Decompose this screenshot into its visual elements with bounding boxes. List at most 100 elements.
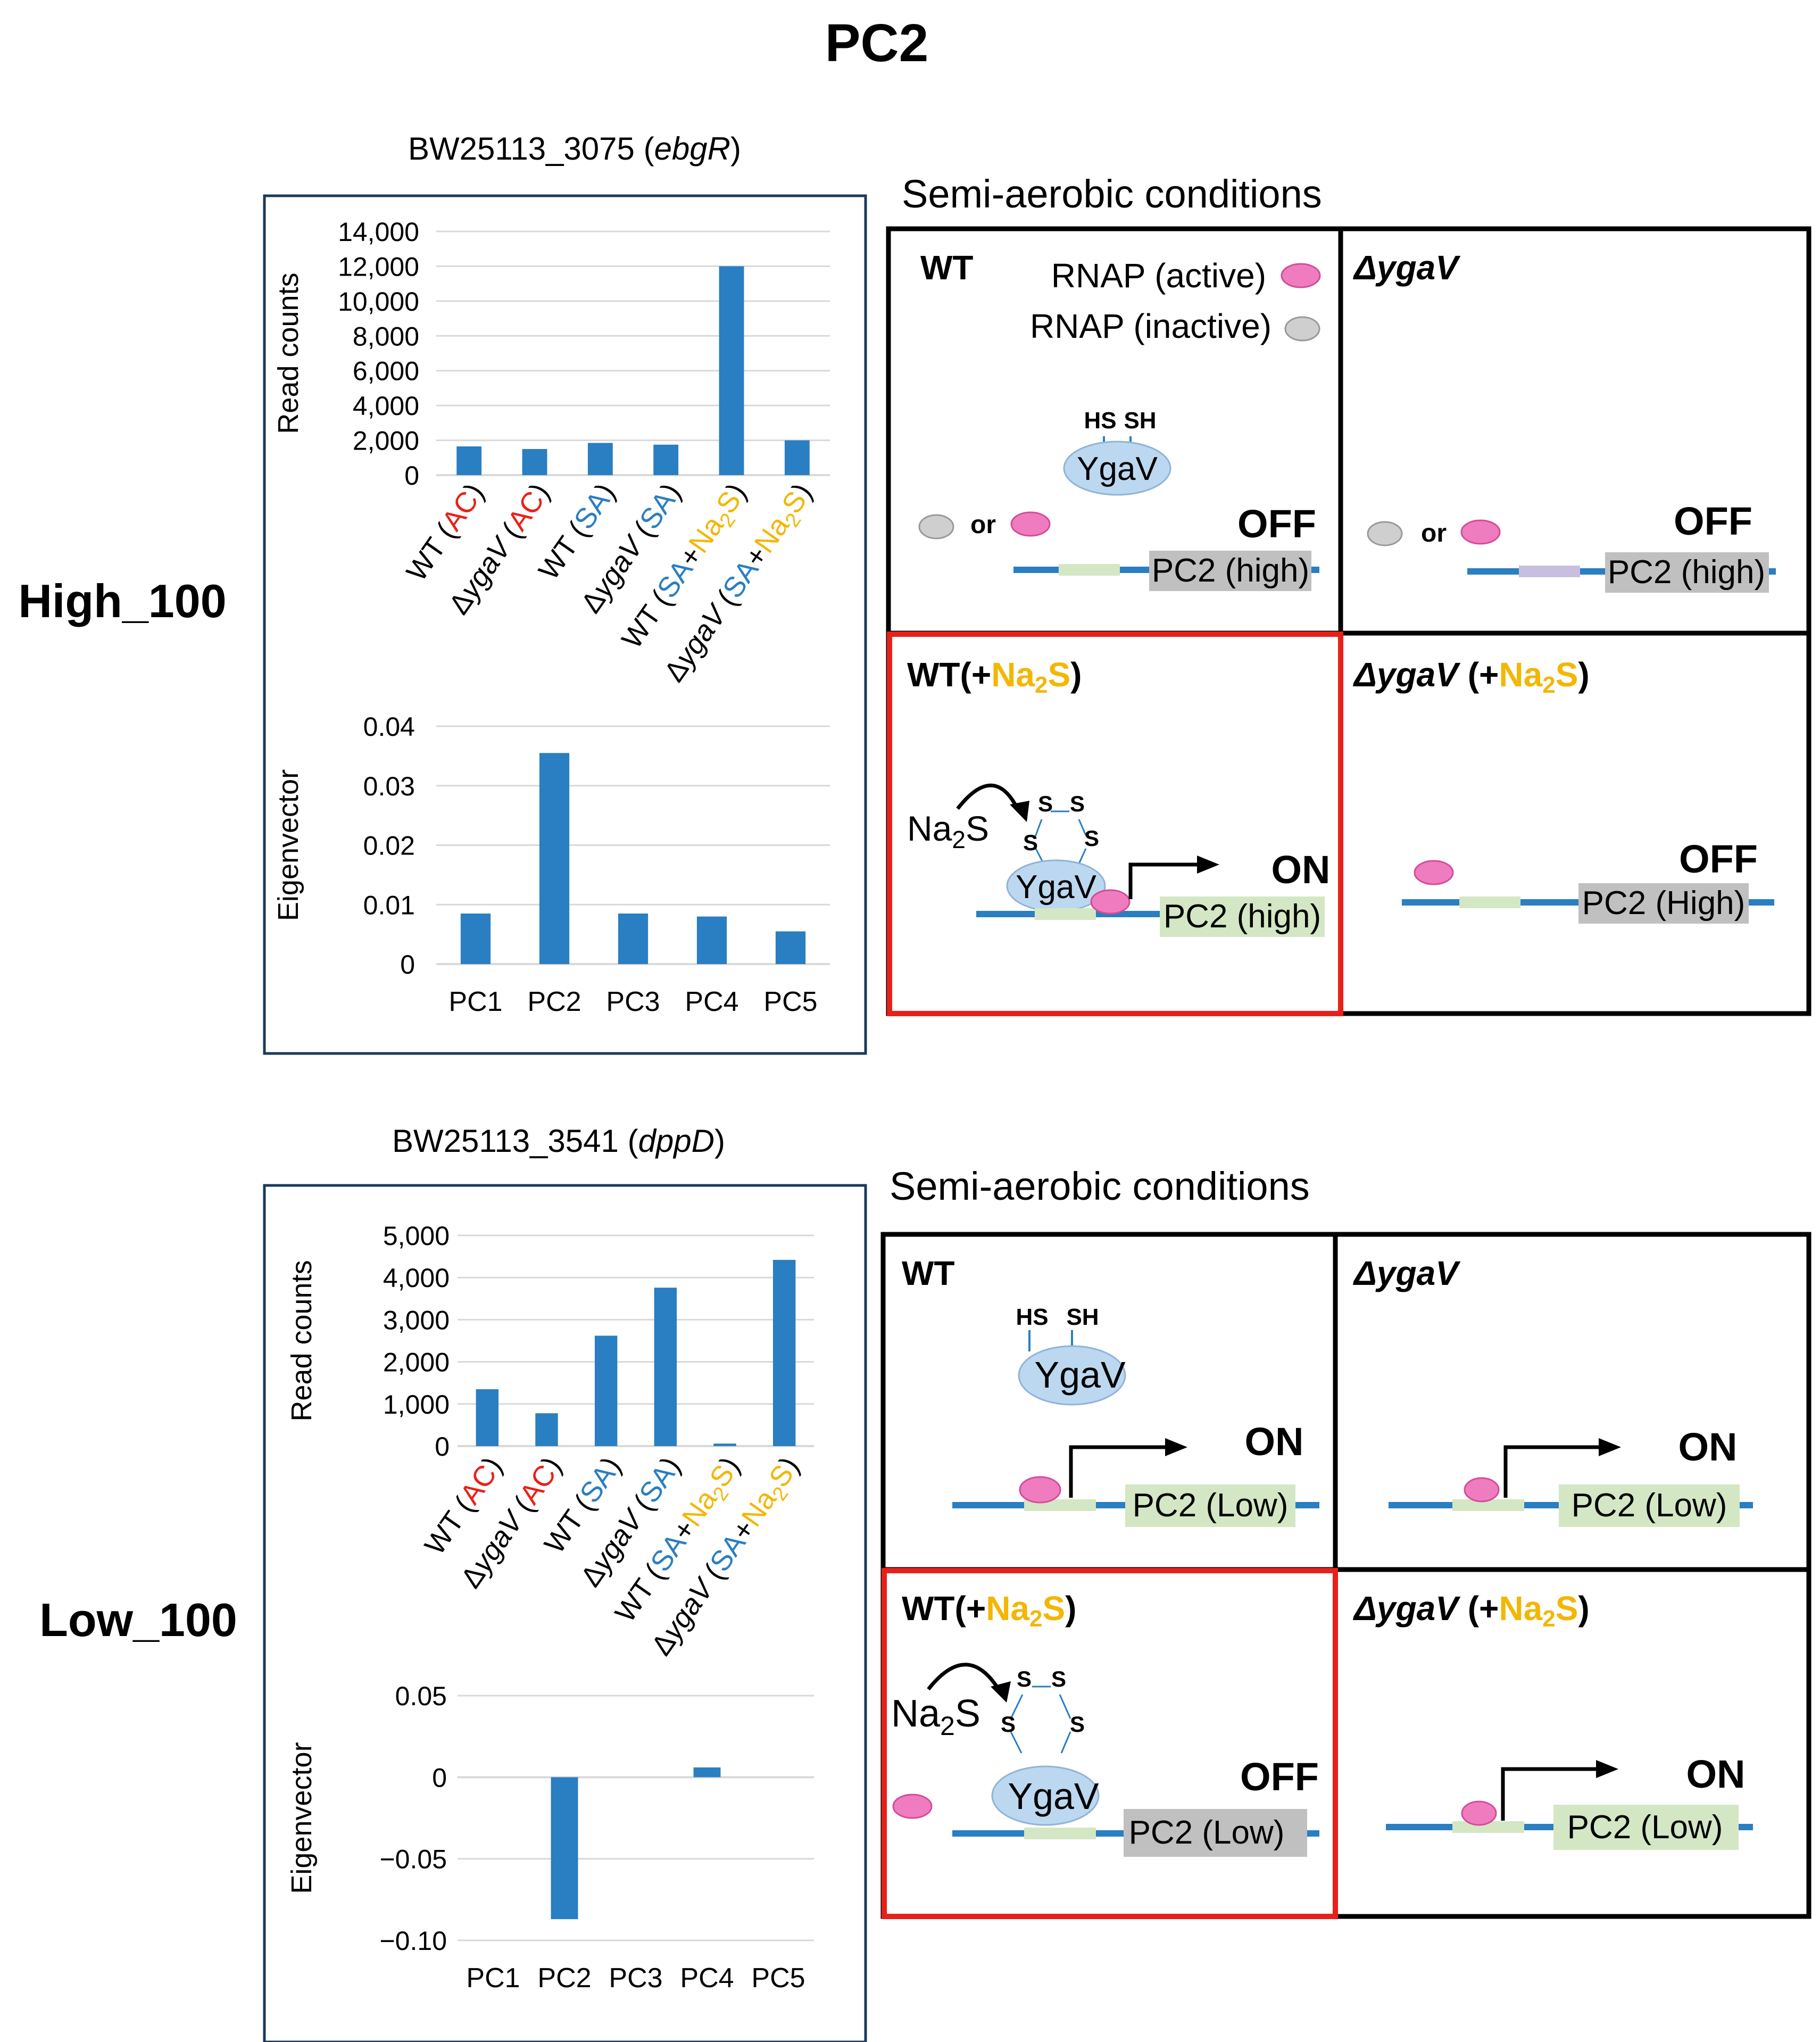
reagent-sulfur: S bbox=[1556, 1589, 1578, 1628]
y-tick-label: 0.02 bbox=[363, 831, 415, 861]
x-tick-label: PC3 bbox=[609, 1963, 662, 1994]
promoter-box bbox=[1024, 1828, 1096, 1839]
x-tick-label: PC1 bbox=[466, 1963, 520, 1994]
promoter-box bbox=[1452, 1499, 1524, 1511]
gene-box bbox=[1149, 551, 1311, 591]
thiol-sh: SH bbox=[1066, 1304, 1099, 1330]
gene-label: PC2 (Low) bbox=[1572, 1487, 1727, 1524]
gene-title-suffix: ) bbox=[730, 131, 741, 167]
gene-box bbox=[1124, 1809, 1307, 1857]
title-prefix: ΔygaV bbox=[1353, 655, 1461, 694]
na2s-sulfur: S bbox=[966, 809, 989, 848]
gene-box bbox=[1578, 883, 1749, 924]
ygav-icon bbox=[1063, 441, 1171, 496]
gene-label: PC2 (Low) bbox=[1567, 1809, 1723, 1846]
rnap-active-icon bbox=[1461, 1800, 1497, 1826]
state-label: ON bbox=[1271, 848, 1331, 892]
ygav-label: YgaV bbox=[1034, 1354, 1126, 1396]
gene-label: PC2 (high) bbox=[1608, 554, 1765, 591]
ygav-group-wt-low: HS SH YgaV bbox=[1016, 1304, 1126, 1406]
y-tick-label: 0 bbox=[435, 1432, 450, 1462]
reagent-subscript: 2 bbox=[1542, 1606, 1555, 1632]
ygav-icon bbox=[1018, 1345, 1126, 1406]
reagent-sulfur: S bbox=[1556, 655, 1578, 694]
bar bbox=[594, 1335, 618, 1446]
ygav-label: YgaV bbox=[1016, 869, 1096, 906]
y-tick-label: 6,000 bbox=[353, 356, 419, 386]
y-axis-label: Read counts bbox=[286, 1260, 318, 1421]
ygav-label: YgaV bbox=[1008, 1775, 1099, 1817]
curved-arrow bbox=[956, 783, 1021, 812]
y-tick-label: 4,000 bbox=[383, 1263, 450, 1293]
reagent-subscript: 2 bbox=[1029, 1606, 1042, 1632]
quadrant-title-dygav: ΔygaV bbox=[1353, 1254, 1461, 1292]
transcription-arrow-head bbox=[1165, 1438, 1187, 1456]
title-prefix: WT(+ bbox=[902, 1589, 986, 1628]
na2s-reagent: Na2S bbox=[907, 809, 989, 853]
gene-label: PC2 (high) bbox=[1164, 898, 1321, 935]
title-mid: (+ bbox=[1458, 1589, 1499, 1628]
x-tick-label: PC1 bbox=[448, 986, 502, 1017]
highlight-box bbox=[887, 632, 1343, 1016]
bar bbox=[654, 1288, 677, 1446]
gene-label: PC2 (High) bbox=[1582, 885, 1746, 922]
state-label: OFF bbox=[1679, 837, 1758, 881]
transcription-arrow bbox=[1501, 1767, 1599, 1821]
disulfide-ring bbox=[1010, 1686, 1071, 1754]
title-suffix: ) bbox=[1070, 655, 1082, 694]
state-label: OFF bbox=[1240, 1755, 1319, 1799]
bar bbox=[719, 266, 744, 475]
bar bbox=[551, 1777, 578, 1920]
sulfur-atom: S bbox=[1017, 1666, 1032, 1691]
na2s-sulfur: S bbox=[955, 1692, 980, 1735]
y-tick-label: 2,000 bbox=[383, 1348, 450, 1377]
gene-title-suffix: ) bbox=[714, 1123, 725, 1159]
transcription-arrow-head bbox=[1197, 856, 1219, 874]
y-tick-label: 0.01 bbox=[363, 890, 415, 920]
gene-title-prefix: BW25113_3075 ( bbox=[408, 131, 654, 167]
semi-aerobic-heading-high: Semi-aerobic conditions bbox=[902, 172, 1322, 216]
or-label: or bbox=[970, 511, 996, 539]
figure-title: PC2 bbox=[825, 13, 929, 73]
title-suffix: ) bbox=[1065, 1589, 1076, 1628]
gene-box bbox=[1559, 1484, 1740, 1527]
eigenvector-chart-high: 0 0.01 0.02 0.03 0.04 Eigenvector PC1 PC2 PC3 PC4… bbox=[272, 712, 830, 1017]
sulfur-atom: S bbox=[1038, 791, 1053, 816]
state-label: ON bbox=[1245, 1420, 1304, 1464]
row-label-low: Low_100 bbox=[39, 1593, 237, 1646]
y-tick-label: 0.04 bbox=[363, 712, 415, 742]
rnap-inactive-icon bbox=[1284, 316, 1320, 342]
y-tick-label: 8,000 bbox=[353, 321, 419, 351]
gene-title-gene: ebgR bbox=[654, 131, 730, 167]
gene-label: PC2 (Low) bbox=[1129, 1814, 1285, 1851]
sulfur-atom: S bbox=[1070, 791, 1085, 816]
bar bbox=[456, 446, 482, 475]
legend-rnap-active: RNAP (active) bbox=[1051, 256, 1266, 295]
bar bbox=[587, 443, 613, 475]
gene-title-high: BW25113_3075 (ebgR) bbox=[408, 131, 741, 167]
curved-arrow-head bbox=[1010, 801, 1029, 822]
bar bbox=[535, 1413, 558, 1446]
quadrant-title-wt-na2s: WT(+Na2S) bbox=[902, 1589, 1076, 1632]
reagent-sulfur: S bbox=[1042, 1589, 1065, 1628]
y-tick-label: 0 bbox=[432, 1763, 447, 1792]
highlight-box bbox=[882, 1568, 1338, 1919]
transcription-arrow bbox=[1503, 1445, 1601, 1498]
y-tick-label: 5,000 bbox=[383, 1221, 450, 1251]
quadrant-title-dygav: ΔygaV bbox=[1353, 248, 1461, 287]
bar bbox=[653, 444, 679, 475]
x-tick-label: PC4 bbox=[685, 986, 738, 1017]
rnap-active-icon bbox=[1019, 1476, 1061, 1504]
sulfur-atom: S bbox=[1051, 1666, 1066, 1691]
bar bbox=[775, 931, 806, 964]
y-tick-label: −0.10 bbox=[379, 1926, 447, 1956]
bar bbox=[476, 1389, 499, 1446]
y-axis-label: Eigenvector bbox=[272, 769, 304, 921]
x-tick-label: PC3 bbox=[606, 986, 660, 1017]
y-tick-label: 1,000 bbox=[383, 1390, 450, 1420]
state-label: OFF bbox=[1237, 502, 1316, 546]
title-suffix: ) bbox=[1578, 1589, 1589, 1628]
ygav-group-wt-high: HS SH YgaV bbox=[1063, 408, 1171, 496]
reagent-label: Na bbox=[1499, 655, 1542, 694]
